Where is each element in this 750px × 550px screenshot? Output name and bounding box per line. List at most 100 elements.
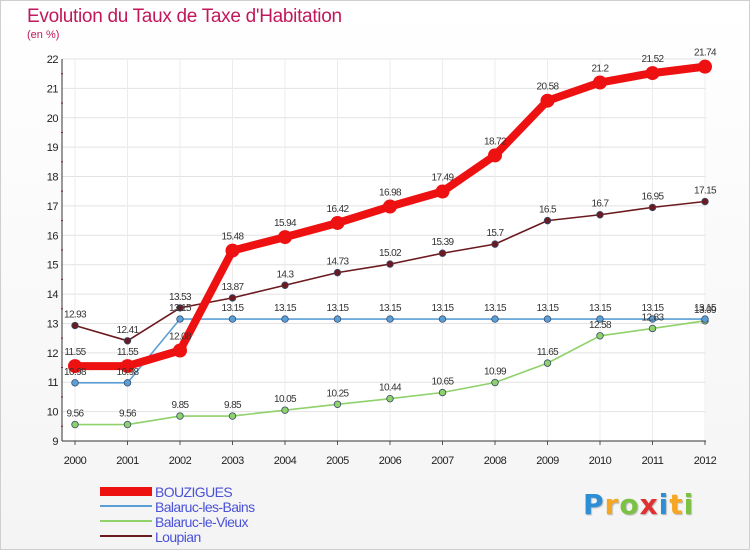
- data-label-balaruc-le-vieux: 10.99: [484, 367, 507, 378]
- y-tick-label: 19: [47, 142, 59, 154]
- data-point-balaruc-le-vieux: [281, 406, 289, 414]
- legend-swatch: [100, 505, 152, 507]
- data-point-loupian: [596, 211, 604, 219]
- data-point-bouzigues: [330, 215, 345, 230]
- y-tick-label: 14: [47, 289, 59, 301]
- data-point-loupian: [333, 268, 342, 277]
- y-tick-label: 11: [48, 377, 59, 389]
- legend-swatch: [100, 520, 152, 522]
- data-label-balaruc-les-bains: 13.15: [641, 303, 664, 314]
- data-point-balaruc-les-bains: [281, 315, 289, 323]
- data-label-bouzigues: 17.49: [431, 173, 454, 184]
- y-tick-label: 9: [52, 436, 58, 448]
- chart-grid: [62, 58, 706, 442]
- y-tick-label: 16: [47, 230, 59, 242]
- data-point-balaruc-le-vieux: [333, 400, 342, 408]
- legend-swatch: [100, 535, 152, 537]
- data-label-bouzigues: 21.2: [591, 64, 609, 75]
- legend-label: Loupian: [155, 529, 201, 545]
- data-point-balaruc-les-bains: [596, 315, 604, 323]
- data-label-bouzigues: 20.58: [536, 82, 559, 93]
- data-label-loupian: 14.73: [326, 257, 349, 268]
- data-label-loupian: 16.5: [539, 205, 557, 216]
- data-label-loupian: 13.53: [169, 292, 192, 303]
- data-label-loupian: 15.7: [486, 228, 504, 239]
- logo-letter: x: [639, 488, 659, 521]
- y-tick-label: 17: [47, 201, 59, 213]
- data-point-balaruc-les-bains: [438, 315, 447, 323]
- data-label-balaruc-le-vieux: 12.83: [641, 312, 664, 323]
- data-point-bouzigues: [173, 343, 187, 358]
- y-tick-label: 20: [47, 113, 59, 125]
- data-label-balaruc-les-bains: 10.98: [116, 367, 139, 378]
- data-label-bouzigues: 15.48: [221, 232, 244, 243]
- data-label-balaruc-le-vieux: 9.85: [171, 400, 189, 411]
- data-label-balaruc-le-vieux: 9.56: [66, 409, 84, 420]
- data-point-balaruc-le-vieux: [386, 394, 394, 403]
- data-point-bouzigues: [120, 359, 135, 374]
- data-label-balaruc-les-bains: 13.15: [379, 303, 402, 314]
- data-label-loupian: 17.15: [694, 186, 717, 197]
- data-point-bouzigues: [383, 199, 397, 214]
- data-point-loupian: [438, 249, 447, 257]
- logo-letter: r: [604, 488, 620, 521]
- chart-title: Evolution du Taux de Taxe d'Habitation: [27, 6, 342, 27]
- data-point-loupian: [701, 197, 709, 206]
- data-point-loupian: [71, 321, 79, 330]
- logo-letter: t: [669, 488, 684, 521]
- x-tick-label: 2002: [169, 455, 192, 467]
- data-label-bouzigues: 21.52: [641, 54, 664, 65]
- data-point-balaruc-les-bains: [123, 379, 132, 387]
- data-point-loupian: [176, 304, 184, 312]
- data-label-loupian: 12.93: [64, 310, 87, 321]
- data-label-balaruc-le-vieux: 10.44: [379, 383, 402, 394]
- data-point-bouzigues: [68, 359, 82, 374]
- data-label-balaruc-le-vieux: 10.05: [274, 394, 297, 405]
- chart-series: [68, 59, 712, 429]
- legend-label: BOUZIGUES: [155, 484, 233, 500]
- data-point-balaruc-le-vieux: [176, 412, 184, 420]
- data-point-balaruc-le-vieux: [438, 388, 447, 397]
- y-tick-label: 18: [47, 172, 59, 184]
- data-label-loupian: 16.95: [641, 191, 664, 202]
- data-label-balaruc-le-vieux: 12.58: [589, 320, 612, 331]
- x-tick-label: 2001: [116, 455, 139, 467]
- data-label-bouzigues: 21.74: [694, 48, 717, 59]
- data-label-balaruc-les-bains: 13.15: [431, 303, 454, 314]
- data-label-loupian: 15.39: [431, 237, 454, 248]
- data-label-balaruc-les-bains: 13.15: [536, 303, 559, 314]
- data-label-loupian: 16.7: [591, 199, 609, 210]
- data-point-balaruc-les-bains: [176, 315, 184, 323]
- x-tick-label: 2012: [694, 455, 717, 467]
- data-label-balaruc-les-bains: 13.15: [221, 303, 244, 314]
- data-label-balaruc-le-vieux: 10.25: [326, 388, 349, 399]
- data-point-balaruc-le-vieux: [596, 332, 604, 340]
- logo-letter: i: [658, 488, 670, 521]
- data-label-balaruc-le-vieux: 9.85: [224, 400, 242, 411]
- data-point-loupian: [228, 294, 237, 302]
- data-point-balaruc-les-bains: [701, 315, 709, 323]
- data-label-balaruc-le-vieux: 10.65: [431, 377, 454, 388]
- data-label-balaruc-les-bains: 13.15: [274, 303, 297, 314]
- data-point-loupian: [491, 240, 499, 248]
- data-point-balaruc-les-bains: [333, 315, 342, 323]
- y-tick-label: 22: [47, 54, 59, 66]
- data-point-balaruc-les-bains: [648, 315, 657, 323]
- data-point-balaruc-le-vieux: [543, 359, 552, 367]
- x-tick-label: 2011: [642, 455, 664, 467]
- chart-data-labels: 12.93 12.41 13.53 13.87 14.3 14.73 15.02 15.39 1…: [64, 48, 718, 420]
- data-label-loupian: 12.41: [116, 325, 139, 336]
- x-tick-label: 2005: [326, 455, 349, 467]
- data-point-balaruc-les-bains: [71, 379, 79, 387]
- data-label-bouzigues: 18.72: [484, 136, 507, 147]
- data-label-loupian: 14.3: [276, 269, 294, 280]
- y-tick-label: 21: [47, 83, 59, 95]
- data-label-bouzigues: 15.94: [274, 218, 297, 229]
- data-label-bouzigues: 11.55: [64, 347, 86, 358]
- data-point-bouzigues: [278, 230, 292, 245]
- data-point-bouzigues: [645, 66, 660, 81]
- data-point-bouzigues: [540, 93, 555, 108]
- x-tick-label: 2006: [379, 455, 402, 467]
- data-point-bouzigues: [225, 243, 240, 258]
- chart-axes: 9 10 11 12 13 14 15 16 17 18 19 20 21 22 2000 2001 2002 2…: [47, 54, 717, 467]
